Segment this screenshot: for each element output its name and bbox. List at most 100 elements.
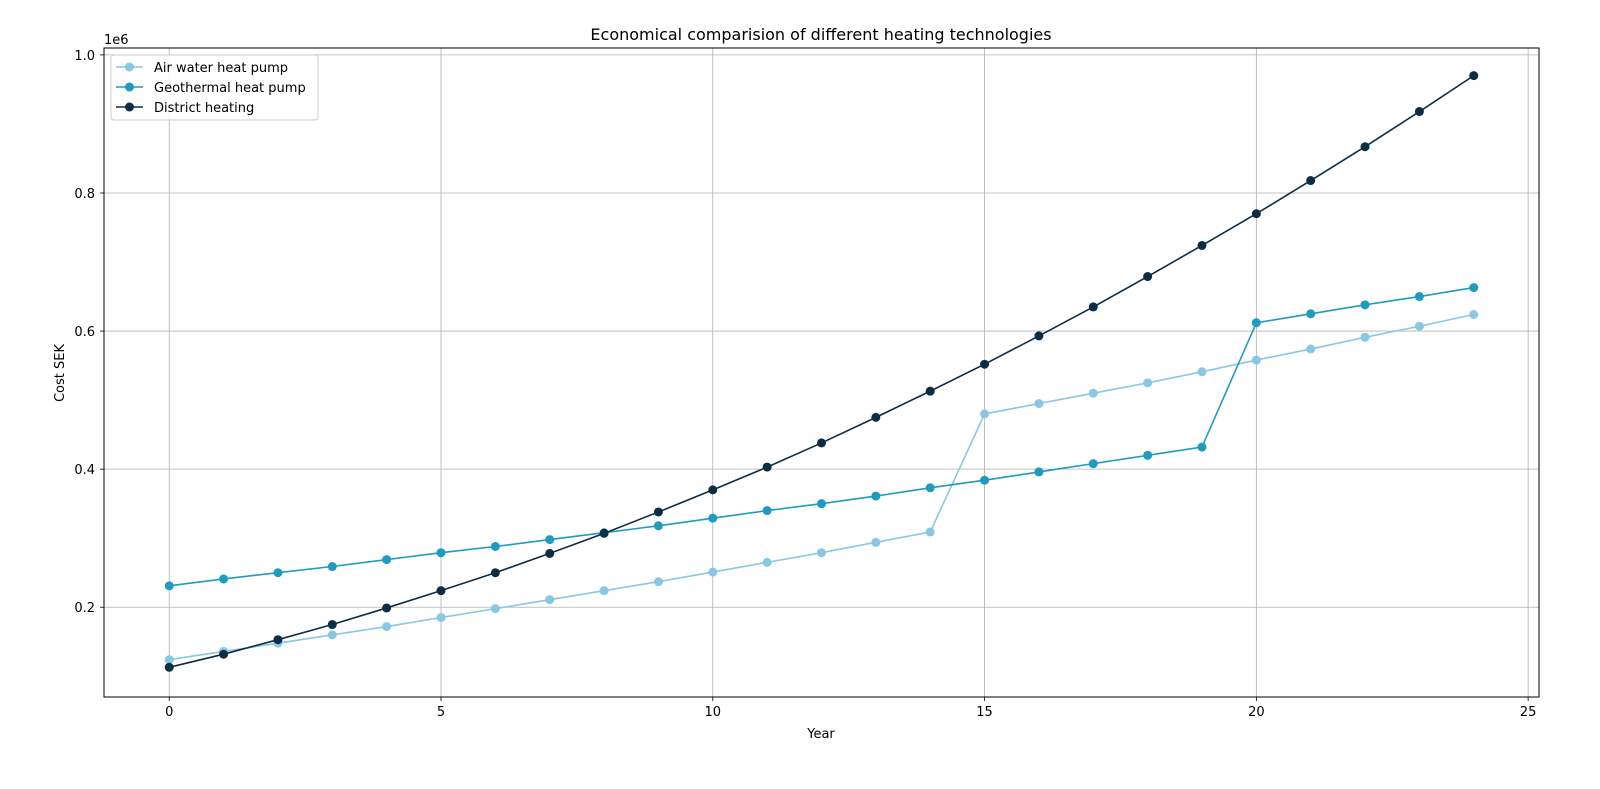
data-point xyxy=(273,568,283,578)
data-point xyxy=(1034,331,1044,341)
data-point xyxy=(871,491,881,501)
chart-title: Economical comparision of different heat… xyxy=(590,25,1051,44)
data-point xyxy=(545,535,555,545)
legend-label: Air water heat pump xyxy=(154,61,288,76)
data-point xyxy=(980,409,990,419)
data-point xyxy=(925,483,935,493)
series-1 xyxy=(164,283,1479,591)
data-point xyxy=(653,507,663,517)
data-point xyxy=(327,620,337,630)
series-0 xyxy=(164,310,1479,665)
grid xyxy=(104,48,1539,697)
series-layer xyxy=(164,71,1479,672)
data-point xyxy=(762,462,772,472)
data-point xyxy=(925,527,935,537)
data-point xyxy=(1360,142,1370,152)
legend-marker xyxy=(125,82,134,92)
data-point xyxy=(219,574,229,584)
data-point xyxy=(1414,107,1424,117)
data-point xyxy=(1469,71,1479,81)
data-point xyxy=(817,548,826,558)
data-point xyxy=(1088,459,1098,469)
data-point xyxy=(1088,302,1098,312)
data-point xyxy=(871,412,881,422)
data-point xyxy=(871,537,881,547)
data-point xyxy=(219,649,229,659)
ticks: 0 5 10 15 20 25 0.2 0.4 0.6 0.8 1.0 xyxy=(74,49,1536,720)
data-point xyxy=(164,655,174,665)
x-tick-label: 0 xyxy=(165,705,173,720)
data-point xyxy=(1143,378,1153,388)
data-point xyxy=(925,386,935,396)
legend-item: Air water heat pump xyxy=(116,61,288,76)
data-point xyxy=(1469,283,1479,293)
data-point xyxy=(327,630,337,640)
series-2 xyxy=(164,71,1479,672)
data-point xyxy=(1197,442,1207,452)
legend: Air water heat pump Geothermal heat pump D… xyxy=(110,54,319,121)
data-point xyxy=(1306,344,1316,354)
data-point xyxy=(708,513,718,523)
data-point xyxy=(164,581,174,591)
legend-item: Geothermal heat pump xyxy=(116,81,306,96)
x-tick-label: 5 xyxy=(437,705,445,720)
data-point xyxy=(436,613,446,623)
plot-frame xyxy=(103,47,1540,698)
data-point xyxy=(490,568,500,578)
data-point xyxy=(382,622,392,632)
x-tick-label: 25 xyxy=(1520,705,1537,720)
data-point xyxy=(599,528,609,538)
data-point xyxy=(382,555,392,565)
data-point xyxy=(708,485,718,495)
y-tick-label: 0.2 xyxy=(74,601,95,616)
data-point xyxy=(599,586,609,596)
data-point xyxy=(708,567,718,577)
series-line xyxy=(169,313,1474,661)
data-point xyxy=(436,548,446,558)
data-point xyxy=(653,521,663,531)
data-point xyxy=(1306,176,1316,186)
data-point xyxy=(545,548,555,558)
data-point xyxy=(1088,388,1098,398)
legend-label: District heating xyxy=(154,101,254,116)
y-axis-label: Cost SEK xyxy=(53,344,68,402)
data-point xyxy=(273,635,283,645)
series-line xyxy=(169,286,1474,587)
data-point xyxy=(1306,309,1316,319)
data-point xyxy=(817,499,826,509)
legend-marker xyxy=(125,62,134,72)
x-tick-label: 15 xyxy=(976,705,993,720)
data-point xyxy=(1360,332,1370,342)
x-tick-label: 20 xyxy=(1248,705,1265,720)
data-point xyxy=(1143,450,1153,460)
x-tick-label: 10 xyxy=(705,705,722,720)
data-point xyxy=(1034,399,1044,409)
series-line xyxy=(169,74,1475,669)
y-tick-label: 0.8 xyxy=(74,187,95,202)
data-point xyxy=(980,359,990,369)
data-point xyxy=(653,577,663,587)
data-point xyxy=(1469,310,1479,319)
y-tick-label: 0.4 xyxy=(74,463,95,478)
data-point xyxy=(762,557,772,567)
data-point xyxy=(1414,321,1424,331)
data-point xyxy=(762,506,772,516)
data-point xyxy=(1034,467,1044,477)
data-point xyxy=(1251,355,1261,365)
legend-box xyxy=(110,54,319,121)
data-point xyxy=(1197,367,1207,377)
data-point xyxy=(1414,292,1424,302)
y-tick-label: 1.0 xyxy=(74,49,95,64)
data-point xyxy=(1251,318,1261,328)
data-point xyxy=(980,475,990,485)
data-point xyxy=(327,562,337,572)
legend-marker xyxy=(125,102,134,112)
data-point xyxy=(490,604,500,614)
x-axis-label: Year xyxy=(806,727,835,742)
data-point xyxy=(490,541,500,551)
data-point xyxy=(1360,300,1370,310)
data-point xyxy=(436,586,446,596)
data-point xyxy=(1143,272,1153,282)
data-point xyxy=(545,595,555,605)
